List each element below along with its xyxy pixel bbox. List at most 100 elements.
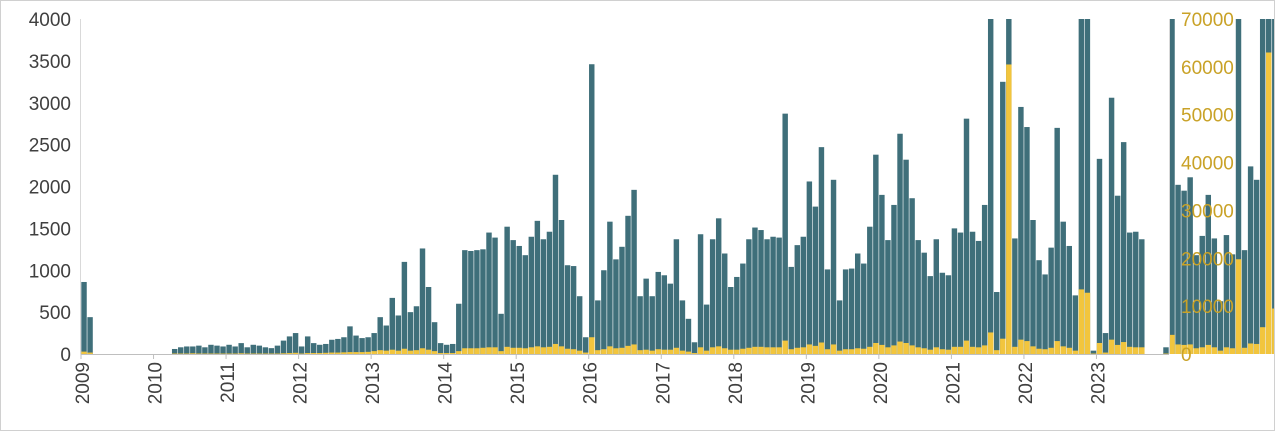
bar-right-143 <box>945 349 952 354</box>
bar-left-140 <box>927 276 933 354</box>
bar-right-129 <box>861 348 867 354</box>
bar-left-88 <box>613 259 619 354</box>
x-axis-ticks: 2009 2010 2011 2012 2013 2014 2015 2016 2017 2018… <box>73 354 1110 404</box>
bar-right-93 <box>643 349 649 354</box>
left-tick-label: 0 <box>60 345 71 366</box>
bar-right-174 <box>1133 347 1139 354</box>
bar-right-41 <box>329 352 335 354</box>
right-tick-label: 20000 <box>1181 249 1234 270</box>
bar-right-180 <box>1169 334 1175 354</box>
bar-right-165 <box>1078 289 1085 354</box>
bar-right-18 <box>190 353 196 354</box>
bar-right-173 <box>1126 346 1133 354</box>
bar-left-141 <box>933 239 940 354</box>
bar-left-124 <box>830 179 837 354</box>
bar-left-17 <box>184 346 190 354</box>
left-tick-label: 1500 <box>29 219 71 240</box>
bar-left-94 <box>649 296 655 354</box>
bar-left-68 <box>492 237 498 354</box>
bar-left-55 <box>413 306 420 354</box>
bar-right-105 <box>715 346 722 354</box>
bar-left-133 <box>885 240 891 354</box>
bar-right-87 <box>607 346 613 354</box>
bar-right-97 <box>667 349 674 354</box>
bar-right-193 <box>1247 343 1254 354</box>
bar-left-181 <box>1175 184 1181 354</box>
bar-right-195 <box>1259 327 1266 354</box>
bar-left-139 <box>921 252 927 354</box>
bar-right-43 <box>341 352 347 354</box>
bar-right-152 <box>1000 338 1006 354</box>
bar-right-150 <box>987 332 994 354</box>
bar-right-64 <box>468 348 474 354</box>
bar-right-114 <box>770 347 776 354</box>
bar-left-64 <box>468 250 474 354</box>
bar-left-46 <box>359 338 365 354</box>
bar-left-16 <box>178 347 184 354</box>
bar-left-104 <box>709 239 716 354</box>
bar-right-70 <box>504 346 510 354</box>
bar-left-20 <box>202 347 208 354</box>
x-tick-label: 2019 <box>798 362 819 404</box>
bar-right-170 <box>1108 339 1115 354</box>
bar-left-40 <box>323 343 329 354</box>
bar-left-191 <box>1235 19 1242 354</box>
bar-right-110 <box>746 347 752 354</box>
bar-right-134 <box>891 345 897 354</box>
bar-left-56 <box>419 248 426 354</box>
bar-right-125 <box>836 350 843 354</box>
bar-right-82 <box>576 350 583 354</box>
bar-right-34 <box>286 353 293 354</box>
bar-left-180 <box>1169 19 1175 354</box>
bar-left-43 <box>341 337 347 354</box>
bar-left-107 <box>728 287 734 354</box>
bar-right-42 <box>335 352 341 354</box>
bar-right-90 <box>625 345 631 354</box>
bar-left-143 <box>945 275 952 354</box>
bar-left-74 <box>528 236 535 354</box>
bar-left-115 <box>776 237 782 354</box>
bar-right-77 <box>546 346 553 354</box>
left-tick-label: 1000 <box>29 261 71 282</box>
bar-left-72 <box>516 245 522 354</box>
bar-left-48 <box>371 333 377 354</box>
bar-left-101 <box>691 342 698 354</box>
bar-right-169 <box>1102 352 1109 354</box>
bar-right-85 <box>595 350 601 354</box>
bar-right-175 <box>1139 347 1145 354</box>
bar-right-188 <box>1217 350 1224 354</box>
bar-right-147 <box>969 346 976 354</box>
bar-left-175 <box>1139 239 1145 354</box>
bar-left-134 <box>891 204 897 354</box>
bar-right-51 <box>389 349 396 354</box>
bar-right-137 <box>909 345 915 354</box>
bar-left-189 <box>1223 235 1230 354</box>
bar-left-45 <box>353 335 359 354</box>
bar-right-133 <box>885 347 891 354</box>
bar-left-159 <box>1042 274 1048 354</box>
bar-right-124 <box>830 344 837 354</box>
bar-right-39 <box>317 353 323 354</box>
bar-left-34 <box>286 336 293 354</box>
bar-right-131 <box>873 342 879 354</box>
bar-right-132 <box>879 344 885 354</box>
bar-right-127 <box>848 349 855 354</box>
bar-left-130 <box>867 226 873 354</box>
bar-right-71 <box>510 347 516 354</box>
bar-right-196 <box>1266 52 1272 354</box>
bar-left-164 <box>1072 295 1079 355</box>
bar-right-50 <box>383 350 389 354</box>
bar-right-168 <box>1096 342 1103 354</box>
bar-right-145 <box>957 346 964 354</box>
bar-right-140 <box>927 349 933 354</box>
bar-right-94 <box>649 350 655 354</box>
bar-left-163 <box>1066 245 1072 354</box>
bar-right-181 <box>1175 344 1181 354</box>
bar-right-100 <box>685 351 692 354</box>
bar-left-95 <box>655 271 661 354</box>
bar-left-197 <box>1272 19 1274 354</box>
bar-left-157 <box>1030 220 1036 354</box>
bar-right-37 <box>304 353 311 354</box>
bar-left-102 <box>697 234 704 354</box>
bar-left-21 <box>208 344 214 354</box>
